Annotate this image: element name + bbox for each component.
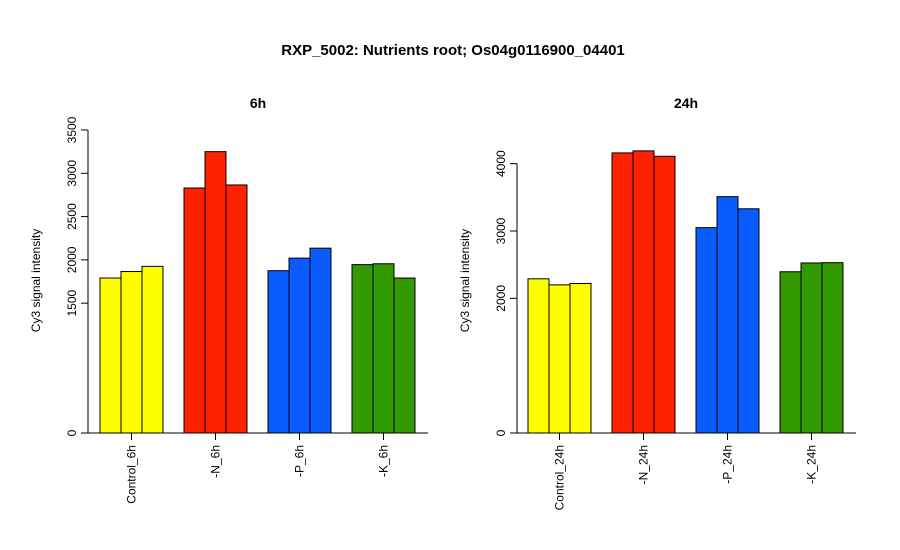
y-axis-label-6h: Cy3 signal intensity xyxy=(29,229,43,332)
x-tick-label--N_24h: -N_24h xyxy=(637,445,651,484)
bar--N_24h-rep2 xyxy=(632,150,655,434)
bar-Control_24h-rep3 xyxy=(569,283,592,434)
y-axis-label-24h: Cy3 signal intensity xyxy=(458,229,472,332)
x-tick-label--N_6h: -N_6h xyxy=(209,445,223,478)
y-tick-label-6h-3000: 3000 xyxy=(65,160,79,187)
bar--N_24h-rep1 xyxy=(611,152,634,434)
bar--K_24h-rep1 xyxy=(779,271,802,434)
y-tick-label-24h-2000: 2000 xyxy=(494,285,508,312)
bar--P_6h-rep1 xyxy=(267,270,290,434)
x-tick-label--K_6h: -K_6h xyxy=(377,445,391,477)
bar--K_6h-rep1 xyxy=(351,264,374,434)
bar-Control_6h-rep2 xyxy=(120,271,143,434)
y-tick-label-6h-2000: 2000 xyxy=(65,246,79,273)
y-tick-label-24h-0: 0 xyxy=(494,429,508,436)
bar--K_6h-rep2 xyxy=(372,263,395,434)
x-tick-label--P_24h: -P_24h xyxy=(721,445,735,484)
bar--N_6h-rep3 xyxy=(225,184,248,434)
bar--N_6h-rep1 xyxy=(183,187,206,434)
bar-Control_6h-rep1 xyxy=(99,277,122,434)
panel-6h: 6h 0 1500 2000 2500 3000 3500 Cy3 signal intens… xyxy=(29,95,428,504)
bar--K_6h-rep3 xyxy=(393,277,416,434)
y-tick-label-6h-1500: 1500 xyxy=(65,289,79,316)
bar--K_24h-rep3 xyxy=(821,262,844,434)
x-tick-label-Control_24h: Control_24h xyxy=(553,445,567,510)
y-tick-label-6h-0: 0 xyxy=(65,429,79,436)
bar--P_24h-rep3 xyxy=(737,208,760,434)
bar--P_24h-rep2 xyxy=(716,196,739,434)
y-tick-label-6h-3500: 3500 xyxy=(65,116,79,143)
bar--K_24h-rep2 xyxy=(800,262,823,434)
bar-Control_6h-rep3 xyxy=(141,265,164,434)
bar--N_24h-rep3 xyxy=(653,155,676,434)
panel-title-24h: 24h xyxy=(674,95,698,111)
bar--P_24h-rep1 xyxy=(695,227,718,434)
x-tick-label--K_24h: -K_24h xyxy=(805,445,819,484)
x-tick-label--P_6h: -P_6h xyxy=(293,445,307,477)
bar--N_6h-rep2 xyxy=(204,151,227,434)
y-tick-label-24h-3000: 3000 xyxy=(494,217,508,244)
figure-title: RXP_5002: Nutrients root; Os04g0116900_0… xyxy=(281,42,625,59)
bar-Control_24h-rep1 xyxy=(527,278,550,434)
y-tick-label-24h-4000: 4000 xyxy=(494,150,508,177)
panel-title-6h: 6h xyxy=(250,95,266,111)
bar--P_6h-rep3 xyxy=(309,247,332,434)
y-tick-label-6h-2500: 2500 xyxy=(65,203,79,230)
x-tick-label-Control_6h: Control_6h xyxy=(125,445,139,504)
bar--P_6h-rep2 xyxy=(288,257,311,434)
panel-24h: 24h 0 2000 3000 4000 Cy3 signal intensity Cont… xyxy=(458,95,856,510)
bar-Control_24h-rep2 xyxy=(548,284,571,434)
